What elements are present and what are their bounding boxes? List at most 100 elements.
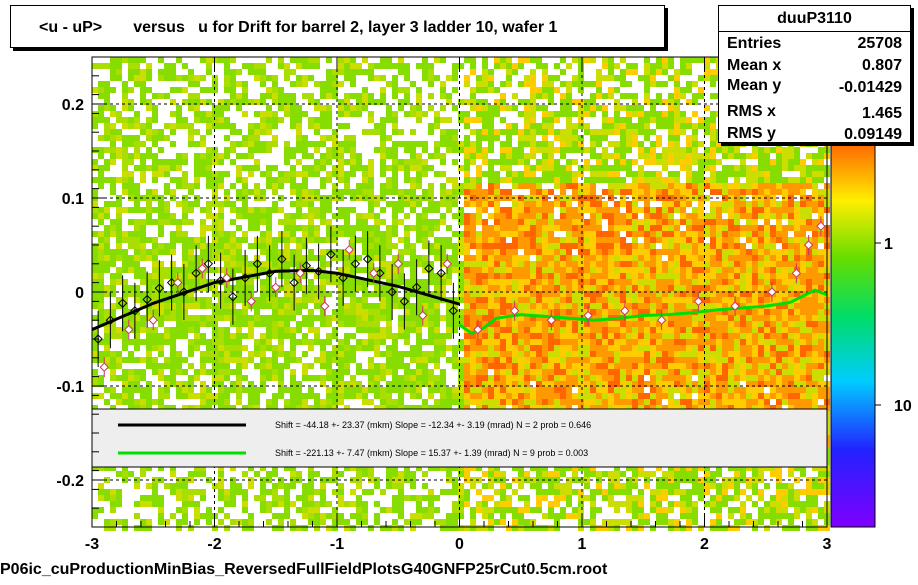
heat-cell [476,165,482,171]
heat-cell [356,237,362,243]
heat-cell [554,273,560,279]
heat-cell [320,513,326,519]
heat-cell [518,309,524,315]
heat-cell [254,321,260,327]
heat-cell [458,99,464,105]
heat-cell [476,171,482,177]
heat-cell [242,345,248,351]
heat-cell [308,483,314,489]
heat-cell [188,207,194,213]
heat-cell [164,189,170,195]
heat-cell [332,231,338,237]
heat-cell [302,483,308,489]
heat-cell [386,57,392,63]
heat-cell [410,345,416,351]
heat-cell [344,315,350,321]
heat-cell [620,285,626,291]
heat-cell [236,177,242,183]
heat-cell [608,471,614,477]
heat-cell [332,375,338,381]
heat-cell [92,213,98,219]
heat-cell [548,291,554,297]
heat-cell [452,309,458,315]
heat-cell [332,135,338,141]
heat-cell [278,237,284,243]
heat-cell [602,177,608,183]
heat-cell [380,189,386,195]
heat-cell [506,219,512,225]
heat-cell [398,69,404,75]
heat-cell [494,393,500,399]
heat-cell [470,219,476,225]
heat-cell [590,189,596,195]
heat-cell [626,213,632,219]
heat-cell [290,273,296,279]
heat-cell [560,273,566,279]
heat-cell [560,207,566,213]
heat-cell [116,273,122,279]
heat-cell [194,153,200,159]
heat-cell [284,231,290,237]
heat-cell [254,351,260,357]
heat-cell [368,267,374,273]
heat-cell [602,237,608,243]
heat-cell [122,153,128,159]
heat-cell [128,387,134,393]
heat-cell [416,501,422,507]
heat-cell [134,315,140,321]
heat-cell [614,225,620,231]
heat-cell [296,213,302,219]
heat-cell [608,381,614,387]
heat-cell [224,243,230,249]
heat-cell [176,333,182,339]
heat-cell [566,147,572,153]
heat-cell [374,339,380,345]
heat-cell [164,159,170,165]
heat-cell [614,207,620,213]
heat-cell [224,153,230,159]
heat-cell [194,141,200,147]
heat-cell [530,321,536,327]
heat-cell [596,207,602,213]
heat-cell [404,405,410,411]
heat-cell [548,129,554,135]
heat-cell [590,297,596,303]
heat-cell [188,69,194,75]
heat-cell [260,495,266,501]
heat-cell [494,255,500,261]
heat-cell [548,75,554,81]
heat-cell [350,237,356,243]
heat-cell [464,267,470,273]
heat-cell [140,237,146,243]
heat-cell [134,117,140,123]
heat-cell [320,375,326,381]
heat-cell [584,255,590,261]
heat-cell [176,285,182,291]
heat-cell [488,267,494,273]
heat-cell [620,357,626,363]
heat-cell [458,261,464,267]
heat-cell [326,405,332,411]
heat-cell [374,63,380,69]
heat-cell [314,207,320,213]
heat-cell [470,525,476,531]
heat-cell [590,57,596,63]
heat-cell [350,69,356,75]
heat-cell [398,273,404,279]
heat-cell [248,261,254,267]
heat-cell [110,351,116,357]
heat-cell [260,381,266,387]
heat-cell [236,399,242,405]
heat-cell [140,405,146,411]
heat-cell [548,357,554,363]
heat-cell [452,363,458,369]
heat-cell [344,189,350,195]
heat-cell [488,303,494,309]
heat-cell [542,273,548,279]
heat-cell [494,279,500,285]
heat-cell [476,99,482,105]
heat-cell [338,159,344,165]
heat-cell [104,93,110,99]
heat-cell [422,351,428,357]
heat-cell [110,525,116,531]
